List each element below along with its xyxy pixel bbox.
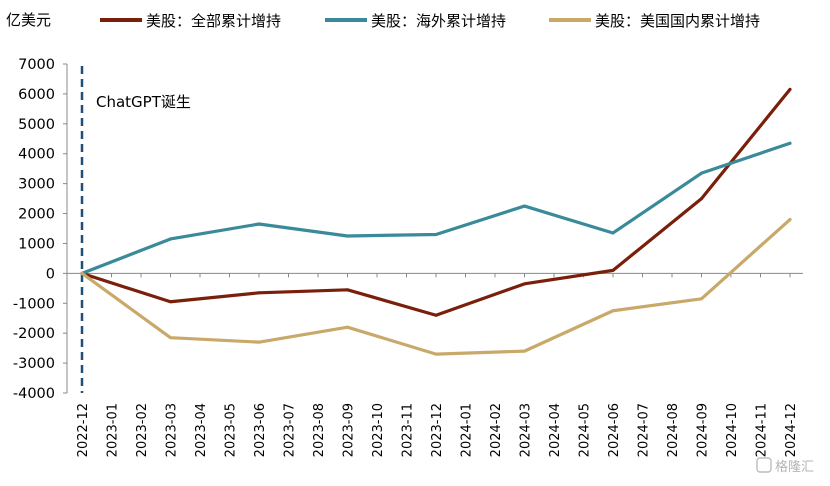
legend-label-3: 美股：美国国内累计增持 [595, 12, 760, 30]
series-2-point [169, 237, 172, 241]
chart-legend: 美股：全部累计增持 美股：海外累计增持 美股：美国国内累计增持 [100, 12, 760, 30]
x-tick-label: 2024-04 [548, 403, 563, 457]
series-3-point [523, 349, 526, 353]
x-tick-label: 2024-06 [607, 403, 622, 457]
legend-label-1: 美股：全部累计增持 [146, 12, 281, 30]
series-3-point [611, 309, 615, 313]
x-tick-label: 2023-02 [135, 403, 150, 457]
y-tick-label: -1000 [13, 296, 55, 312]
x-tick-label: 2024-01 [460, 403, 475, 457]
series-line-2 [80, 141, 792, 275]
series-line-3 [80, 217, 792, 356]
x-tick-label: 2023-08 [312, 403, 327, 457]
watermark: 格隆汇 [756, 457, 814, 475]
x-tick-label: 2024-03 [519, 403, 534, 457]
x-tick-label: 2023-01 [106, 403, 121, 457]
chatgpt-annotation-label: ChatGPT诞生 [96, 93, 191, 111]
x-tick-label: 2023-09 [342, 403, 357, 457]
y-tick-label: 7000 [18, 57, 55, 73]
series-1-point [523, 282, 526, 286]
series-2-point [523, 204, 526, 208]
watermark-text: 格隆汇 [775, 459, 814, 475]
x-tick-label: 2023-06 [253, 403, 268, 457]
series-2-point [434, 232, 438, 236]
x-tick-label: 2023-11 [401, 403, 416, 457]
series-3-point [169, 336, 172, 340]
series-1-point [434, 313, 438, 317]
series-1-point [257, 291, 261, 295]
y-axis-unit-label: 亿美元 [6, 11, 51, 29]
series-2-point [346, 234, 349, 238]
y-tick-label: 4000 [18, 147, 55, 163]
chart-annotations: ChatGPT诞生 [80, 66, 191, 393]
x-tick-label: 2023-12 [430, 403, 445, 457]
series-3-point [434, 352, 438, 356]
x-tick-label: 2022-12 [76, 403, 91, 457]
series-3-point [80, 271, 84, 275]
chart-axes: 亿美元 7000 6000 5000 4000 3000 2000 1000 0 -1000 -20… [6, 11, 803, 457]
series-3-point [788, 218, 792, 222]
y-tick-label: 6000 [18, 87, 55, 103]
series-3-point [700, 297, 703, 301]
series-line-1 [80, 87, 792, 317]
legend-label-2: 美股：海外累计增持 [371, 12, 506, 30]
x-tick-label: 2024-12 [784, 403, 799, 457]
x-tick-label: 2024-09 [696, 403, 711, 457]
series-2-point [611, 231, 615, 235]
y-tick-label: -4000 [13, 386, 55, 402]
y-tick-label: 3000 [18, 177, 55, 193]
watermark-logo-icon [756, 457, 772, 473]
x-tick-label: 2024-02 [489, 403, 504, 457]
series-1-point [169, 300, 172, 304]
series-1-point [611, 268, 615, 272]
x-tick-label: 2024-08 [666, 403, 681, 457]
y-tick-label: 1000 [18, 236, 55, 252]
x-tick-label: 2023-10 [371, 403, 386, 457]
x-tick-label: 2024-11 [755, 403, 770, 457]
y-tick-label: -3000 [13, 356, 55, 372]
x-tick-label: 2024-05 [578, 403, 593, 457]
chart-series [80, 87, 792, 356]
series-3-point [346, 325, 349, 329]
series-2-point [257, 222, 261, 226]
x-tick-label: 2023-04 [194, 403, 209, 457]
x-tick-label: 2023-05 [224, 403, 239, 457]
series-1-point [788, 87, 792, 91]
x-tick-label: 2023-07 [283, 403, 298, 457]
series-1-point [346, 288, 349, 292]
y-tick-label: 2000 [18, 207, 55, 223]
y-tick-label: 0 [46, 266, 55, 282]
x-tick-label: 2024-10 [725, 403, 740, 457]
series-3-point [257, 340, 261, 344]
y-tick-label: -2000 [13, 326, 55, 342]
x-tick-label: 2023-03 [165, 403, 180, 457]
series-1-point [700, 197, 703, 201]
y-tick-label: 5000 [18, 117, 55, 133]
series-2-point [788, 141, 792, 145]
x-tick-label: 2024-07 [637, 403, 652, 457]
series-2-point [700, 171, 703, 175]
